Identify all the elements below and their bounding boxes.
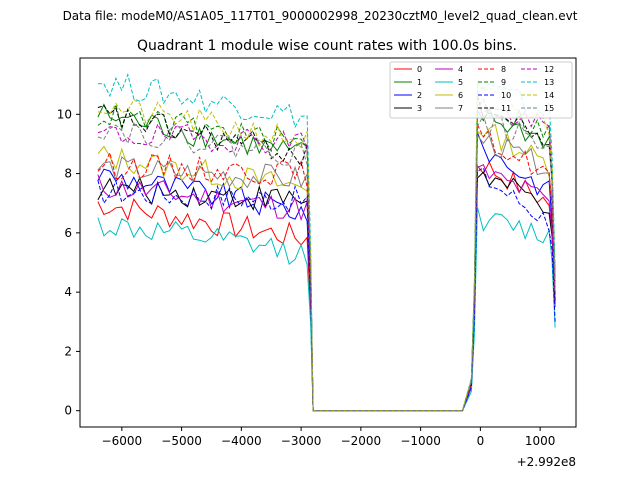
legend-label-5: 5 [458, 78, 463, 87]
x-axis: −6000 −5000 −4000 −3000 −2000 −1000 0 1000 [102, 427, 556, 448]
axes-title: Quadrant 1 module wise count rates with … [137, 38, 517, 54]
legend-label-3: 3 [417, 104, 422, 113]
legend-label-13: 13 [544, 78, 554, 87]
y-tick-label: 10 [57, 107, 72, 121]
x-tick-label: −3000 [281, 434, 322, 448]
x-tick-label: −6000 [102, 434, 143, 448]
y-tick-label: 6 [64, 226, 72, 240]
series-line-15 [97, 114, 556, 412]
axes-frame [79, 57, 577, 428]
x-offset-label: +2.992e8 [517, 455, 576, 469]
legend-label-10: 10 [501, 91, 511, 100]
legend-label-9: 9 [501, 78, 506, 87]
x-tick-label: −4000 [221, 434, 262, 448]
legend-label-6: 6 [458, 91, 463, 100]
x-tick-label: −1000 [400, 434, 441, 448]
legend-label-1: 1 [417, 78, 422, 87]
legend-label-15: 15 [544, 104, 554, 113]
legend-label-7: 7 [458, 104, 463, 113]
x-tick-label: 0 [477, 434, 485, 448]
legend-label-12: 12 [544, 65, 554, 74]
y-tick-label: 4 [64, 285, 72, 299]
y-tick-label: 2 [64, 344, 72, 358]
y-tick-label: 8 [64, 167, 72, 181]
legend-label-4: 4 [458, 65, 463, 74]
x-tick-label: −2000 [341, 434, 382, 448]
y-tick-label: 0 [64, 404, 72, 418]
y-axis: 0 2 4 6 8 10 [57, 107, 80, 418]
legend-frame [389, 61, 573, 119]
figure-suptitle: Data file: modeM0/AS1A05_117T01_90000029… [63, 9, 578, 23]
legend-label-8: 8 [501, 65, 506, 74]
legend-label-0: 0 [417, 65, 422, 74]
legend-label-14: 14 [544, 91, 554, 100]
x-tick-label: 1000 [525, 434, 556, 448]
legend-label-11: 11 [501, 104, 511, 113]
legend-label-2: 2 [417, 91, 422, 100]
x-tick-label: −5000 [161, 434, 202, 448]
